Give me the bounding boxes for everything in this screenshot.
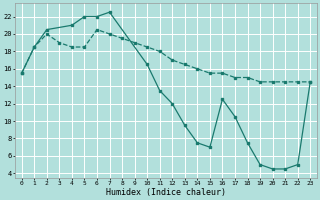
X-axis label: Humidex (Indice chaleur): Humidex (Indice chaleur): [106, 188, 226, 197]
